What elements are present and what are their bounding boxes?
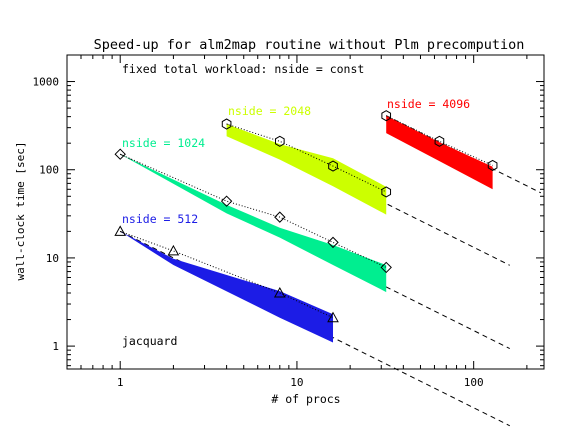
x-tick-label: 1 — [117, 376, 124, 389]
y-tick-label: 1 — [52, 340, 59, 353]
axis-ticks: 1 10 100 1 10 100 1000 — [33, 54, 544, 389]
series-label: nside = 4096 — [387, 97, 470, 111]
data-point — [380, 261, 392, 274]
data-point — [167, 244, 180, 256]
x-tick-label: 10 — [290, 376, 303, 389]
performance-bands — [120, 115, 493, 343]
data-point — [328, 160, 338, 172]
annotation-workload: fixed total workload: nside = const — [122, 62, 364, 76]
series-label: nside = 512 — [122, 212, 198, 226]
data-point — [273, 286, 286, 298]
series-label: nside = 2048 — [228, 104, 311, 118]
plot-frame — [66, 54, 545, 370]
data-point — [327, 236, 339, 249]
y-tick-label: 10 — [46, 252, 59, 265]
data-point — [381, 110, 392, 122]
series-band — [120, 154, 387, 293]
data-point — [220, 195, 233, 207]
series-line — [120, 153, 387, 268]
data-point — [487, 159, 498, 171]
series-labels: nside = 512 nside = 1024 nside = 2048 nside… — [122, 97, 470, 226]
series-band — [226, 124, 387, 215]
data-point — [274, 211, 286, 223]
x-tick-label: 100 — [464, 376, 484, 389]
series-band — [120, 231, 334, 343]
series-markers — [114, 110, 498, 323]
chart-title: Speed-up for alm2map routine without Plm… — [94, 37, 525, 53]
series-label: nside = 1024 — [122, 136, 205, 150]
data-point — [327, 311, 339, 323]
data-point — [221, 118, 232, 130]
series-line — [226, 123, 387, 193]
data-point — [434, 135, 445, 147]
data-point — [274, 135, 285, 147]
y-axis-label: wall-clock time [sec] — [14, 141, 27, 280]
data-point — [114, 148, 126, 160]
data-point — [114, 225, 127, 236]
annotation-machine: jacquard — [122, 334, 177, 348]
data-point — [381, 186, 392, 198]
y-tick-label: 100 — [39, 164, 59, 177]
series-band — [386, 115, 493, 190]
y-tick-label: 1000 — [33, 76, 60, 89]
ideal-scaling-line — [226, 123, 510, 266]
x-axis-label: # of procs — [271, 392, 340, 406]
